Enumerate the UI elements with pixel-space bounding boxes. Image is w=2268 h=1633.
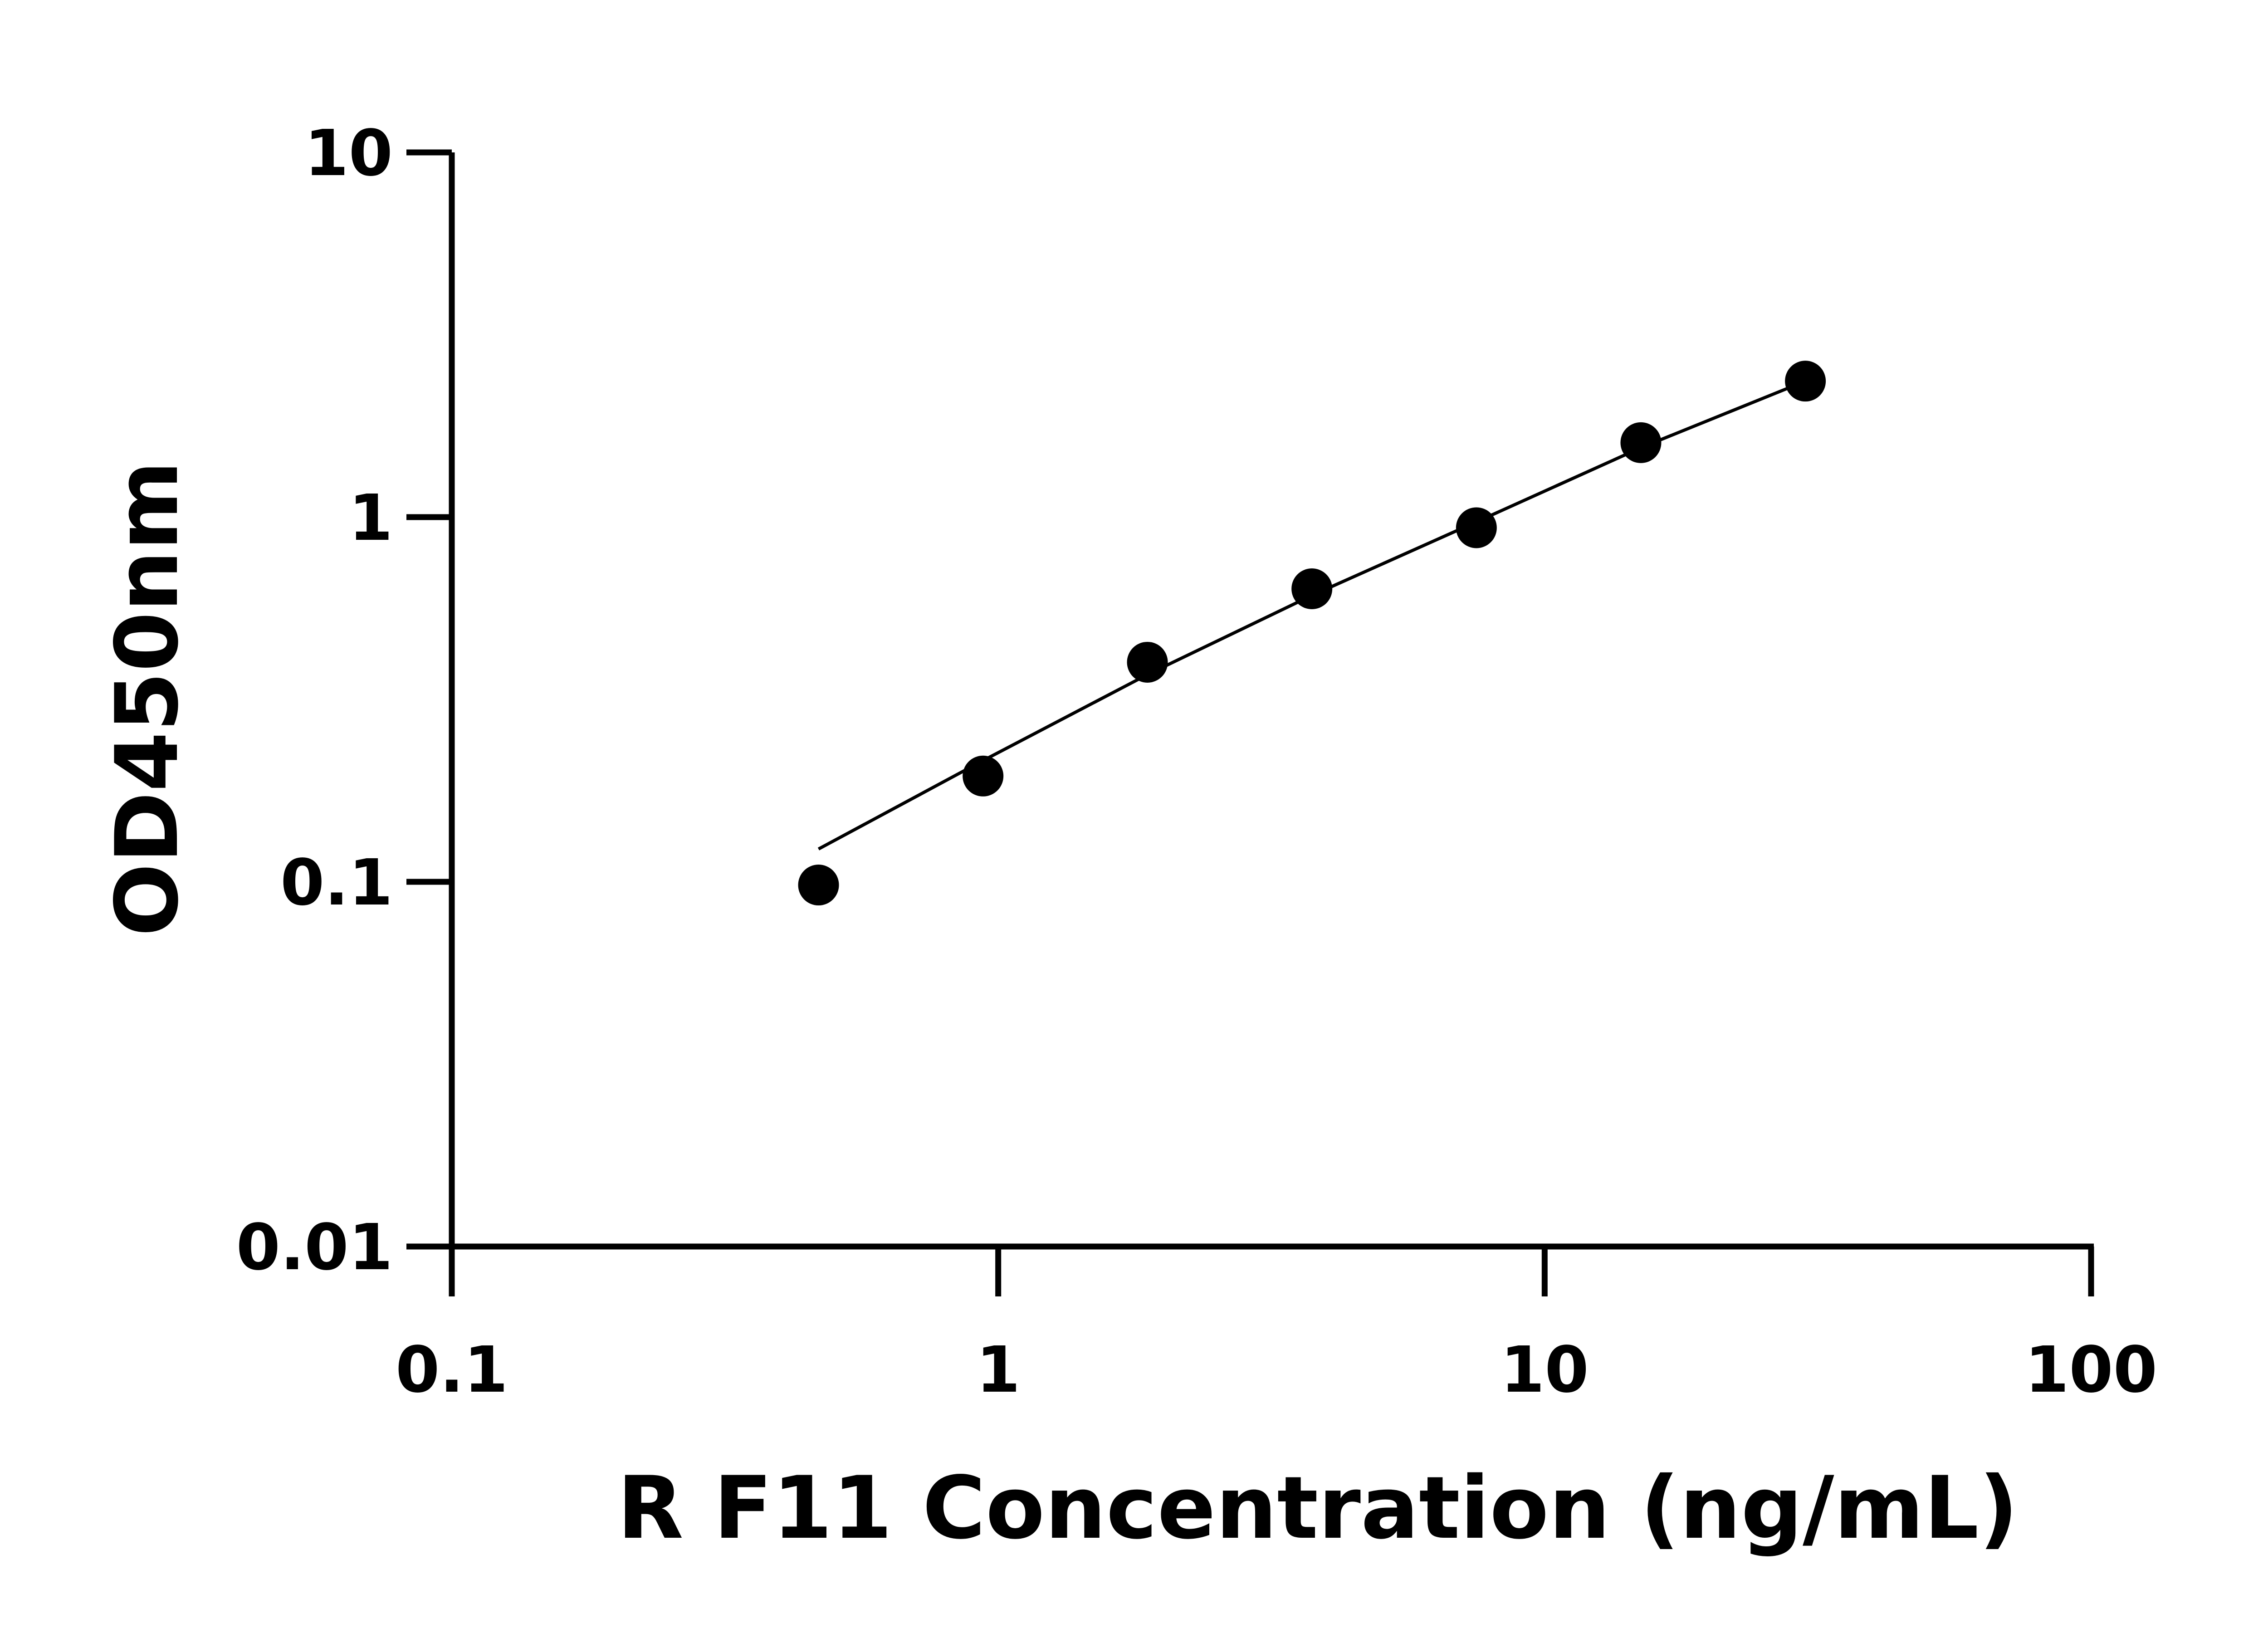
data-point: [1785, 361, 1826, 402]
y-tick-label: 0.1: [280, 846, 393, 920]
x-axis-title: R F11 Concentration (ng/mL): [617, 1458, 2019, 1558]
y-tick-label: 1: [349, 481, 393, 555]
x-tick-label: 100: [2025, 1333, 2157, 1407]
x-tick-label: 1: [976, 1333, 1020, 1407]
data-points: [798, 361, 1826, 906]
x-tick-label: 10: [1501, 1333, 1589, 1407]
x-tick-label: 0.1: [396, 1333, 508, 1407]
y-tick-label: 0.01: [236, 1211, 393, 1285]
axes: [449, 152, 2094, 1250]
data-point: [1127, 641, 1168, 683]
data-point: [1620, 422, 1662, 463]
data-point: [963, 755, 1004, 797]
data-point: [798, 865, 839, 906]
y-axis-title: OD450nm: [97, 460, 197, 936]
y-tick-label: 10: [304, 117, 393, 191]
data-point: [1291, 568, 1333, 610]
data-point: [1456, 507, 1497, 548]
